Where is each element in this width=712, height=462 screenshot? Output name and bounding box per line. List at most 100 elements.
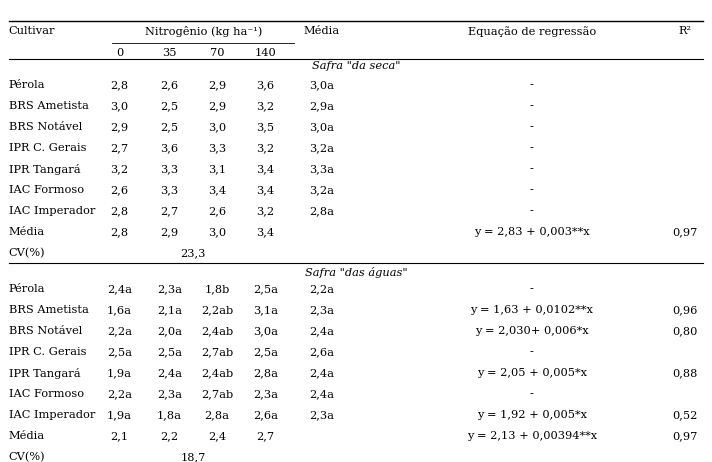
- Text: IPR Tangará: IPR Tangará: [9, 368, 80, 379]
- Text: 2,7ab: 2,7ab: [201, 389, 234, 399]
- Text: 3,2: 3,2: [256, 206, 275, 216]
- Text: 2,8a: 2,8a: [309, 206, 335, 216]
- Text: 2,8: 2,8: [110, 227, 129, 237]
- Text: 3,3: 3,3: [208, 143, 226, 153]
- Text: 3,4: 3,4: [256, 227, 275, 237]
- Text: 0,52: 0,52: [672, 410, 698, 420]
- Text: -: -: [530, 164, 534, 174]
- Text: 3,0: 3,0: [208, 122, 226, 132]
- Text: Cultivar: Cultivar: [9, 26, 55, 36]
- Text: 3,0: 3,0: [208, 227, 226, 237]
- Text: 1,8b: 1,8b: [204, 284, 230, 294]
- Text: -: -: [530, 347, 534, 357]
- Text: y = 1,92 + 0,005*x: y = 1,92 + 0,005*x: [477, 410, 587, 420]
- Text: 3,2a: 3,2a: [309, 143, 335, 153]
- Text: y = 2,030+ 0,006*x: y = 2,030+ 0,006*x: [475, 326, 589, 336]
- Text: 2,2ab: 2,2ab: [201, 305, 234, 315]
- Text: Média: Média: [9, 227, 45, 237]
- Text: 3,2: 3,2: [256, 101, 275, 111]
- Text: 2,5a: 2,5a: [107, 347, 132, 357]
- Text: 2,2a: 2,2a: [309, 284, 335, 294]
- Text: 18,7: 18,7: [181, 452, 206, 462]
- Text: Equação de regressão: Equação de regressão: [468, 26, 596, 37]
- Text: 3,0a: 3,0a: [309, 80, 335, 90]
- Text: 2,7: 2,7: [256, 431, 275, 441]
- Text: 2,8: 2,8: [110, 80, 129, 90]
- Text: 2,6: 2,6: [208, 206, 226, 216]
- Text: 0,88: 0,88: [672, 368, 698, 378]
- Text: Média: Média: [9, 431, 45, 441]
- Text: 2,3a: 2,3a: [309, 410, 335, 420]
- Text: 2,8: 2,8: [110, 206, 129, 216]
- Text: CV(%): CV(%): [9, 248, 45, 258]
- Text: IPR C. Gerais: IPR C. Gerais: [9, 347, 86, 357]
- Text: 2,3a: 2,3a: [253, 389, 278, 399]
- Text: 3,2a: 3,2a: [309, 185, 335, 195]
- Text: IPR C. Gerais: IPR C. Gerais: [9, 143, 86, 153]
- Text: y = 2,05 + 0,005*x: y = 2,05 + 0,005*x: [477, 368, 587, 378]
- Text: 2,2a: 2,2a: [107, 389, 132, 399]
- Text: -: -: [530, 389, 534, 399]
- Text: IAC Imperador: IAC Imperador: [9, 206, 95, 216]
- Text: Pérola: Pérola: [9, 284, 45, 294]
- Text: 2,3a: 2,3a: [157, 284, 182, 294]
- Text: Safra "das águas": Safra "das águas": [305, 267, 407, 278]
- Text: 2,9: 2,9: [110, 122, 129, 132]
- Text: 2,4: 2,4: [208, 431, 226, 441]
- Text: Safra "da seca": Safra "da seca": [312, 61, 400, 72]
- Text: y = 2,83 + 0,003**x: y = 2,83 + 0,003**x: [474, 227, 590, 237]
- Text: -: -: [530, 185, 534, 195]
- Text: 2,5: 2,5: [160, 122, 179, 132]
- Text: 2,4a: 2,4a: [107, 284, 132, 294]
- Text: 3,3: 3,3: [160, 164, 179, 174]
- Text: 1,9a: 1,9a: [107, 368, 132, 378]
- Text: 2,6a: 2,6a: [309, 347, 335, 357]
- Text: CV(%): CV(%): [9, 452, 45, 462]
- Text: 0,97: 0,97: [672, 227, 698, 237]
- Text: -: -: [530, 143, 534, 153]
- Text: 3,1: 3,1: [208, 164, 226, 174]
- Text: 2,4a: 2,4a: [309, 389, 335, 399]
- Text: 23,3: 23,3: [181, 248, 206, 258]
- Text: 3,3a: 3,3a: [309, 164, 335, 174]
- Text: 3,2: 3,2: [256, 143, 275, 153]
- Text: Média: Média: [304, 26, 340, 36]
- Text: 3,0a: 3,0a: [253, 326, 278, 336]
- Text: 2,1: 2,1: [110, 431, 129, 441]
- Text: 2,6a: 2,6a: [253, 410, 278, 420]
- Text: 0,80: 0,80: [672, 326, 698, 336]
- Text: 0,97: 0,97: [672, 431, 698, 441]
- Text: 3,3: 3,3: [160, 185, 179, 195]
- Text: 3,5: 3,5: [256, 122, 275, 132]
- Text: 2,6: 2,6: [110, 185, 129, 195]
- Text: 2,9a: 2,9a: [309, 101, 335, 111]
- Text: BRS Ametista: BRS Ametista: [9, 305, 88, 315]
- Text: 2,9: 2,9: [160, 227, 179, 237]
- Text: 2,8a: 2,8a: [204, 410, 230, 420]
- Text: 2,4ab: 2,4ab: [201, 326, 234, 336]
- Text: 3,0a: 3,0a: [309, 122, 335, 132]
- Text: 3,4: 3,4: [208, 185, 226, 195]
- Text: 35: 35: [162, 48, 177, 58]
- Text: 3,6: 3,6: [160, 143, 179, 153]
- Text: -: -: [530, 101, 534, 111]
- Text: 2,3a: 2,3a: [157, 389, 182, 399]
- Text: 1,9a: 1,9a: [107, 410, 132, 420]
- Text: 2,5: 2,5: [160, 101, 179, 111]
- Text: 2,4a: 2,4a: [157, 368, 182, 378]
- Text: 2,4a: 2,4a: [309, 368, 335, 378]
- Text: BRS Ametista: BRS Ametista: [9, 101, 88, 111]
- Text: 1,6a: 1,6a: [107, 305, 132, 315]
- Text: 3,6: 3,6: [256, 80, 275, 90]
- Text: 70: 70: [210, 48, 224, 58]
- Text: 2,7: 2,7: [160, 206, 179, 216]
- Text: 2,5a: 2,5a: [253, 347, 278, 357]
- Text: IAC Formoso: IAC Formoso: [9, 389, 84, 399]
- Text: 2,5a: 2,5a: [253, 284, 278, 294]
- Text: BRS Notável: BRS Notável: [9, 326, 82, 336]
- Text: 2,6: 2,6: [160, 80, 179, 90]
- Text: Nitrogênio (kg ha⁻¹): Nitrogênio (kg ha⁻¹): [145, 26, 262, 37]
- Text: 2,2a: 2,2a: [107, 326, 132, 336]
- Text: 2,3a: 2,3a: [309, 305, 335, 315]
- Text: -: -: [530, 80, 534, 90]
